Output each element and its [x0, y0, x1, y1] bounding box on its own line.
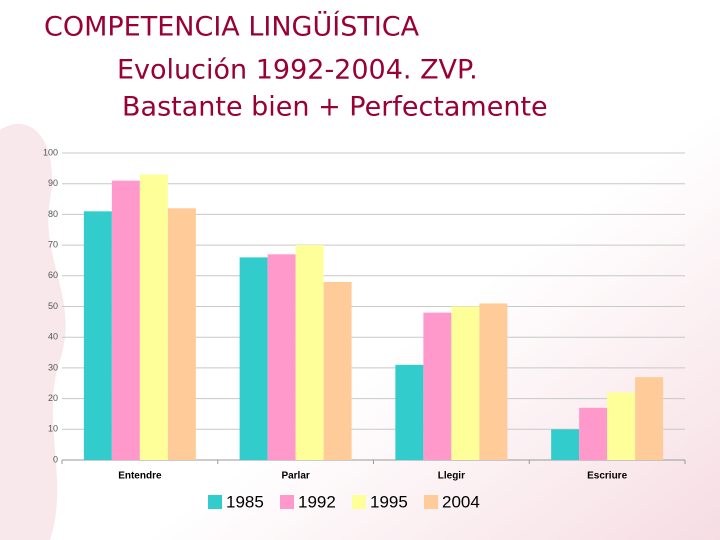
title-line: Evolución 1992-2004. ZVP. — [117, 55, 478, 86]
legend-label: 1995 — [370, 492, 408, 511]
bar — [451, 306, 480, 460]
title-line: Bastante bien + Perfectamente — [122, 92, 548, 123]
y-tick-label: 70 — [48, 239, 58, 249]
y-tick-label: 0 — [53, 454, 58, 464]
bar — [579, 407, 608, 460]
y-tick-label: 90 — [48, 178, 58, 188]
bar — [395, 364, 424, 460]
bar — [295, 245, 324, 460]
bar — [323, 281, 352, 460]
title-line: COMPETENCIA LINGÜÍSTICA — [44, 11, 420, 43]
x-tick-label: Entendre — [118, 471, 162, 482]
legend-label: 1985 — [226, 492, 264, 511]
y-tick-label: 30 — [48, 362, 58, 372]
legend-swatch — [208, 495, 222, 509]
legend-swatch — [352, 495, 366, 509]
bar — [239, 257, 268, 460]
x-tick-label: Parlar — [281, 471, 309, 482]
legend-swatch — [424, 495, 438, 509]
y-tick-label: 50 — [48, 301, 58, 311]
x-tick-label: Llegir — [438, 471, 465, 482]
bar — [607, 392, 636, 460]
bar — [139, 174, 168, 461]
legend-label: 2004 — [442, 492, 480, 511]
y-tick-label: 40 — [48, 332, 58, 342]
legend-label: 1992 — [298, 492, 336, 511]
x-tick-label: Escriure — [587, 471, 627, 482]
bar — [83, 211, 112, 460]
bar — [111, 180, 140, 460]
y-tick-label: 10 — [48, 424, 58, 434]
y-tick-label: 80 — [48, 209, 58, 219]
bar — [267, 254, 296, 460]
bar — [479, 303, 508, 460]
bar — [635, 377, 664, 460]
bar — [167, 208, 196, 460]
legend-swatch — [280, 495, 294, 509]
y-tick-label: 100 — [43, 147, 58, 157]
bar — [551, 429, 580, 460]
bar — [423, 312, 452, 460]
y-tick-label: 60 — [48, 270, 58, 280]
watermark — [0, 123, 66, 540]
y-tick-label: 20 — [48, 393, 58, 403]
